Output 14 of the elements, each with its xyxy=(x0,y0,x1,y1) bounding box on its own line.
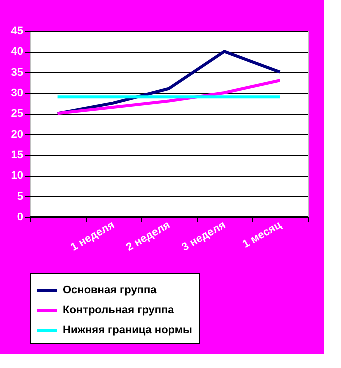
legend-label: Контрольная группа xyxy=(63,304,176,316)
legend-label: Основная группа xyxy=(63,284,158,296)
y-tick-label: 35 xyxy=(11,66,24,79)
y-tick-label: 45 xyxy=(11,26,24,38)
legend-label: Нижняя граница нормы xyxy=(63,324,192,336)
y-tick-label: 15 xyxy=(11,150,24,162)
line-series xyxy=(56,79,282,116)
y-tick-label: 10 xyxy=(11,170,24,182)
y-tick-label: 5 xyxy=(17,190,24,203)
y-tick-label: 25 xyxy=(11,108,24,120)
y-tick-label: 40 xyxy=(11,46,24,58)
y-tick-label: 20 xyxy=(11,128,24,141)
y-tick-label: 30 xyxy=(11,88,24,100)
y-tick-label: 0 xyxy=(17,212,24,224)
